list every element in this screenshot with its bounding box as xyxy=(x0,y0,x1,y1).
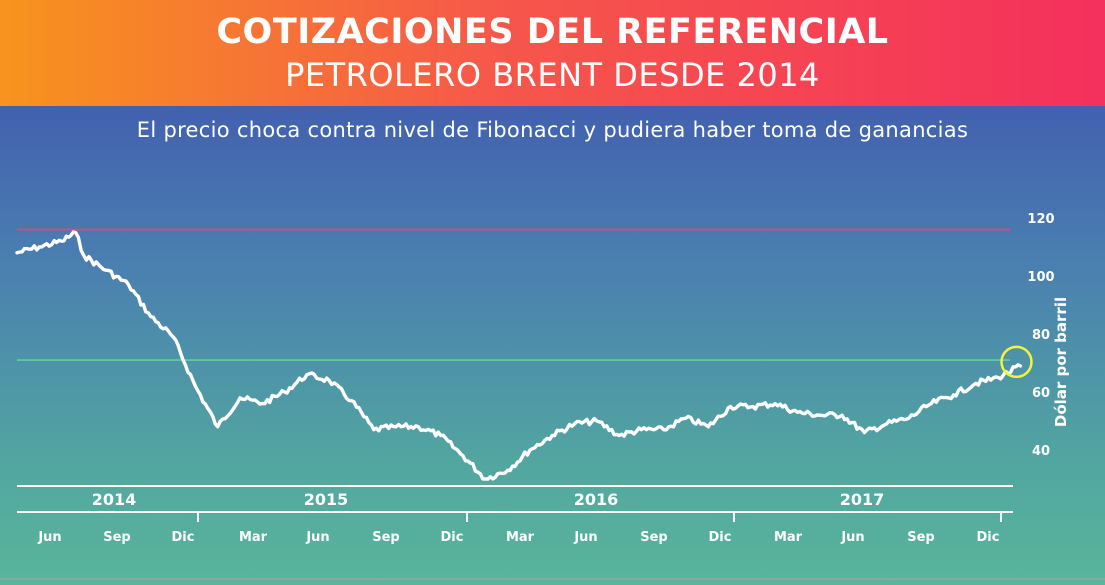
y-tick-label: 100 xyxy=(1027,270,1054,285)
title-line-2: PETROLERO BRENT DESDE 2014 xyxy=(285,56,820,94)
title-line-1: COTIZACIONES DEL REFERENCIAL xyxy=(216,12,889,52)
fibonacci-highlight-circle xyxy=(1000,345,1033,379)
month-label: Sep xyxy=(640,530,668,545)
bottom-divider xyxy=(0,578,1105,580)
month-label: Mar xyxy=(239,530,268,545)
month-label: Sep xyxy=(907,530,935,545)
year-label: 2017 xyxy=(840,490,885,509)
header-banner: COTIZACIONES DEL REFERENCIAL PETROLERO B… xyxy=(0,0,1105,106)
month-label: Dic xyxy=(977,530,1000,545)
month-label: Jun xyxy=(37,530,61,545)
y-axis-title: Dólar por barril xyxy=(1052,297,1070,427)
year-label: 2014 xyxy=(92,490,137,509)
y-tick-label: 80 xyxy=(1032,328,1050,343)
month-label: Mar xyxy=(774,530,803,545)
y-tick-label: 120 xyxy=(1027,212,1054,227)
year-label: 2016 xyxy=(574,490,619,509)
month-label: Jun xyxy=(305,530,329,545)
month-label: Sep xyxy=(103,530,131,545)
month-label: Mar xyxy=(506,530,535,545)
month-label: Sep xyxy=(372,530,400,545)
price-line xyxy=(15,230,1023,481)
month-label: Dic xyxy=(709,530,732,545)
month-label: Jun xyxy=(840,530,864,545)
month-label: Dic xyxy=(441,530,464,545)
month-label: Dic xyxy=(172,530,195,545)
y-tick-label: 40 xyxy=(1032,444,1050,459)
year-label: 2015 xyxy=(304,490,349,509)
y-tick-label: 60 xyxy=(1032,386,1050,401)
month-label: Jun xyxy=(573,530,597,545)
chart-subtitle: El precio choca contra nivel de Fibonacc… xyxy=(136,118,969,142)
